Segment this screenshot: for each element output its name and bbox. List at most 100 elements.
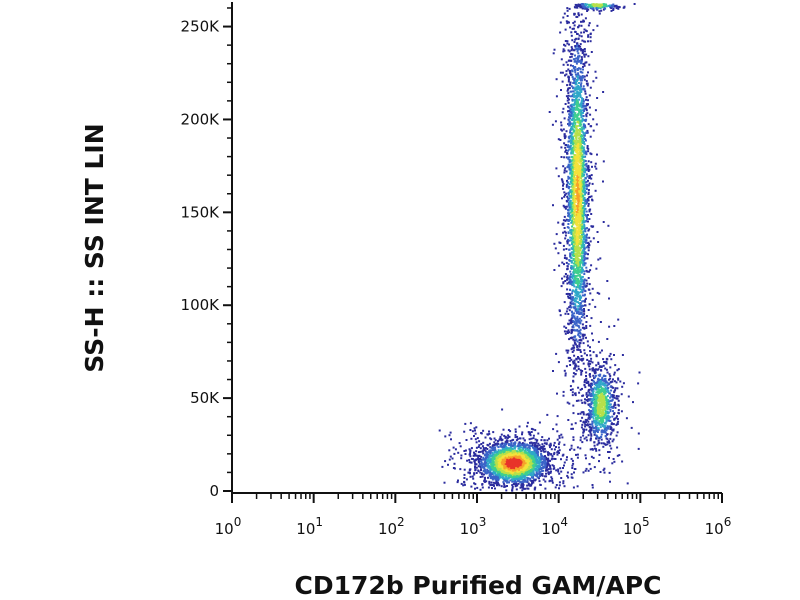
data-point [473,451,475,454]
data-point [569,278,572,281]
data-point [521,486,524,489]
data-point [569,111,572,114]
data-point [589,86,592,89]
data-point [563,485,566,488]
data-point [585,219,588,222]
data-point [560,124,563,127]
data-point [532,470,535,473]
data-point [575,239,578,242]
data-point [525,468,528,470]
data-point [495,466,498,468]
data-point [573,41,576,43]
data-point [527,469,530,472]
data-point [491,464,494,467]
data-point [586,84,589,87]
data-point [582,283,585,285]
data-point [538,480,541,483]
data-point [529,474,532,477]
data-point [521,442,524,445]
data-point [577,324,579,327]
data-point [555,423,558,426]
data-point [510,459,513,462]
data-point [592,80,595,83]
data-point [569,336,572,339]
data-point [561,179,564,182]
data-point [539,470,542,473]
data-point [583,40,585,43]
data-point [489,472,492,475]
data-point [475,450,478,453]
data-point [570,476,573,479]
data-point [486,468,489,471]
data-point [470,461,473,464]
data-point [544,466,546,469]
data-point [580,20,582,23]
data-point [571,314,574,317]
data-point [570,444,573,447]
data-point [579,67,582,70]
data-point [524,480,526,483]
data-point [515,439,518,442]
data-point [581,291,584,294]
data-point [549,467,552,470]
data-point [581,278,584,281]
data-point [582,218,585,221]
data-point [577,226,580,229]
data-point [500,439,503,442]
data-point [577,88,580,91]
data-point [574,279,577,282]
data-point [549,446,551,449]
data-point [543,442,546,445]
data-point [572,90,575,93]
data-point [572,375,575,378]
data-point [577,141,580,144]
data-point [579,328,582,331]
data-point [572,199,575,202]
data-point [474,465,476,468]
data-point [570,473,573,476]
data-point [581,98,584,101]
data-point [554,120,557,123]
data-point [580,319,583,322]
data-point [574,392,577,395]
data-point [502,428,505,431]
data-point [563,301,566,304]
data-point [563,227,566,229]
data-point [573,354,576,357]
data-point [504,451,507,454]
data-point [579,148,582,151]
data-point [594,70,597,73]
data-point [590,161,593,164]
data-point [580,170,583,173]
data-point [566,42,569,45]
data-point [585,118,588,121]
data-point [575,453,577,456]
data-point [591,486,594,489]
data-point [534,474,537,477]
data-point [581,174,584,177]
data-point [536,476,539,479]
data-point [497,452,500,455]
data-point [582,342,585,345]
data-point [506,447,509,450]
data-point [606,280,609,282]
data-point [570,172,573,175]
data-point [574,68,577,71]
data-point [549,443,552,446]
data-point [496,477,499,480]
data-point [573,20,576,23]
data-point [582,337,585,340]
data-point [557,252,560,255]
data-point [497,455,500,457]
data-point [568,309,571,312]
data-point [573,87,576,90]
data-point [583,127,585,130]
data-point [575,322,578,324]
data-point [534,469,537,472]
data-point [547,457,549,460]
data-point [578,391,581,394]
data-point [576,125,579,128]
data-point [567,97,569,100]
data-point [499,453,502,456]
data-point [580,35,583,38]
